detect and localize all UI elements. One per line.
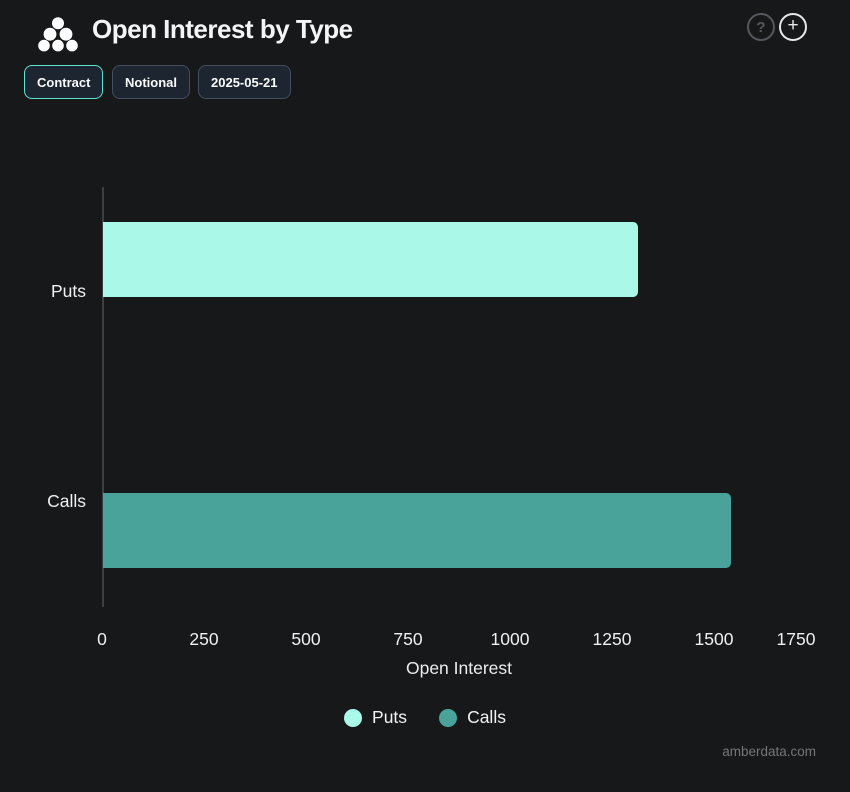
x-tick-label-1250: 1250 bbox=[592, 629, 632, 649]
legend-item-puts[interactable]: Puts bbox=[344, 707, 407, 728]
y-axis-line bbox=[102, 187, 104, 607]
x-tick-label-500: 500 bbox=[291, 629, 321, 649]
x-axis-title: Open Interest bbox=[405, 658, 513, 678]
x-tick-label-750: 750 bbox=[393, 629, 423, 649]
legend-dot-calls bbox=[439, 708, 458, 727]
page-title: Open Interest by Type bbox=[92, 14, 353, 44]
watermark-text: amberdata.com bbox=[722, 744, 816, 759]
bar-puts[interactable] bbox=[103, 222, 638, 297]
legend-item-calls[interactable]: Calls bbox=[439, 707, 506, 728]
amberdata-logo-icon bbox=[38, 17, 78, 52]
add-glyph: + bbox=[787, 15, 799, 36]
legend-label: Calls bbox=[467, 707, 506, 727]
x-tick-label-0: 0 bbox=[97, 629, 107, 649]
y-axis-label-puts: Puts bbox=[50, 281, 86, 301]
bar-calls[interactable] bbox=[103, 493, 732, 568]
legend-dot-puts bbox=[344, 708, 363, 727]
x-tick-label-1000: 1000 bbox=[490, 629, 530, 649]
add-icon[interactable]: + bbox=[779, 13, 807, 41]
date-selector-button[interactable]: 2025-05-21 bbox=[198, 65, 291, 99]
help-glyph: ? bbox=[756, 18, 766, 36]
legend-label: Puts bbox=[372, 707, 408, 727]
chart-legend: Puts Calls bbox=[0, 707, 850, 728]
x-tick-label-1500: 1500 bbox=[694, 629, 734, 649]
help-icon[interactable]: ? bbox=[747, 13, 775, 41]
x-tick-label-1750: 1750 bbox=[776, 629, 816, 649]
contract-toggle-button[interactable]: Contract bbox=[24, 65, 104, 99]
x-tick-label-250: 250 bbox=[189, 629, 219, 649]
y-axis-label-calls: Calls bbox=[47, 491, 86, 511]
notional-toggle-button[interactable]: Notional bbox=[112, 65, 190, 99]
